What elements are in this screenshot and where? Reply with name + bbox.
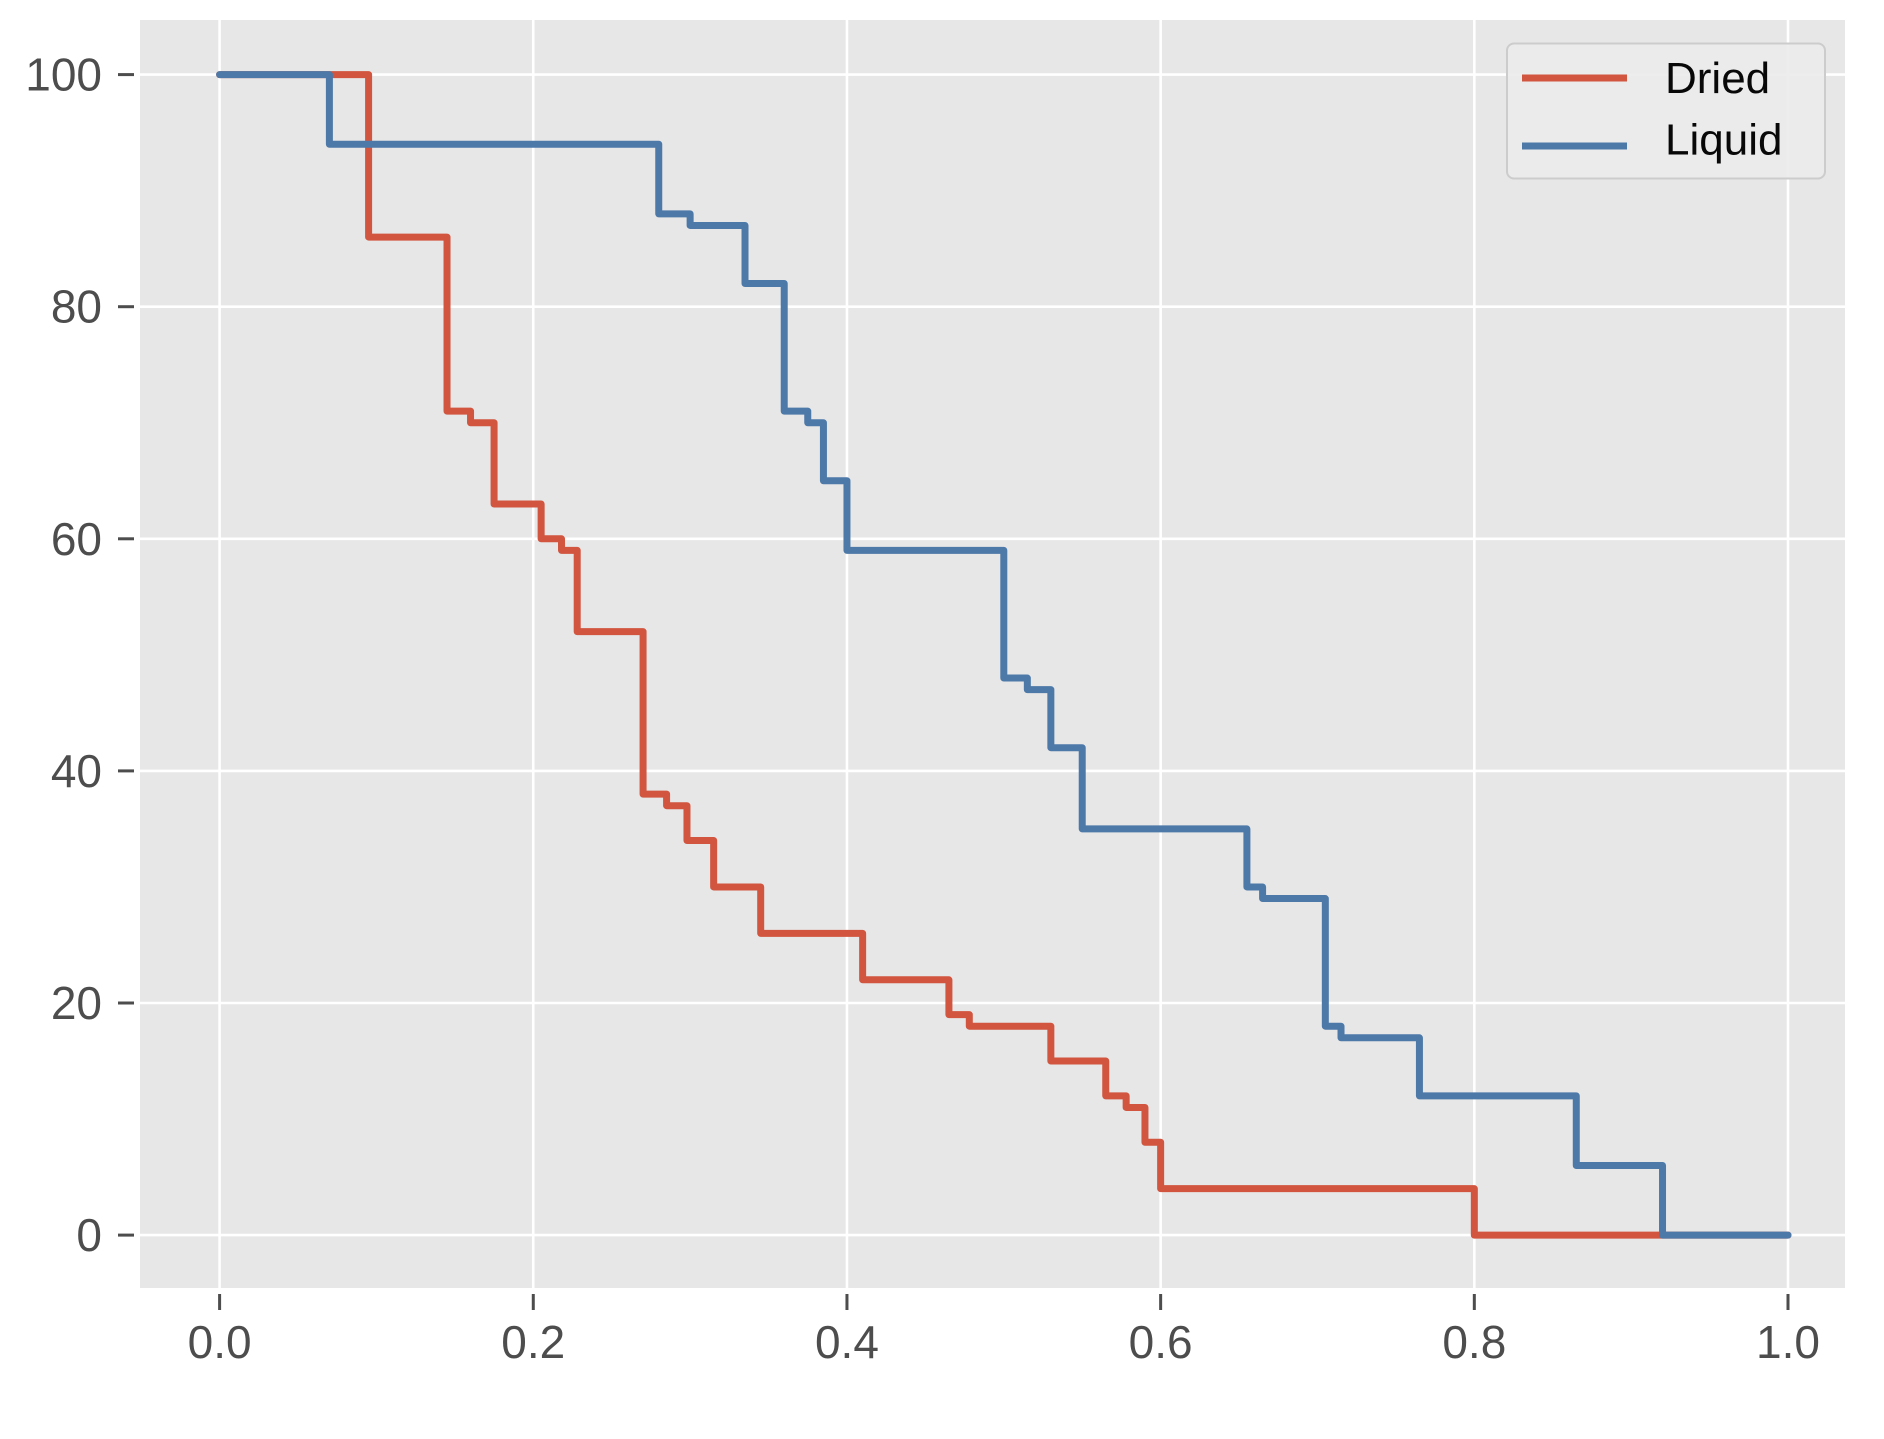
svg-text:0.6: 0.6 bbox=[1129, 1316, 1193, 1368]
svg-text:Liquid: Liquid bbox=[1665, 116, 1782, 165]
svg-text:1.0: 1.0 bbox=[1756, 1316, 1820, 1368]
svg-text:0: 0 bbox=[76, 1209, 102, 1261]
svg-text:Dried: Dried bbox=[1665, 54, 1770, 103]
svg-text:60: 60 bbox=[51, 513, 102, 565]
svg-text:0.8: 0.8 bbox=[1442, 1316, 1506, 1368]
svg-text:20: 20 bbox=[51, 977, 102, 1029]
svg-text:0.4: 0.4 bbox=[815, 1316, 879, 1368]
svg-text:100: 100 bbox=[25, 49, 102, 101]
svg-text:40: 40 bbox=[51, 745, 102, 797]
svg-text:0.0: 0.0 bbox=[188, 1316, 252, 1368]
svg-text:0.2: 0.2 bbox=[501, 1316, 565, 1368]
svg-text:80: 80 bbox=[51, 281, 102, 333]
